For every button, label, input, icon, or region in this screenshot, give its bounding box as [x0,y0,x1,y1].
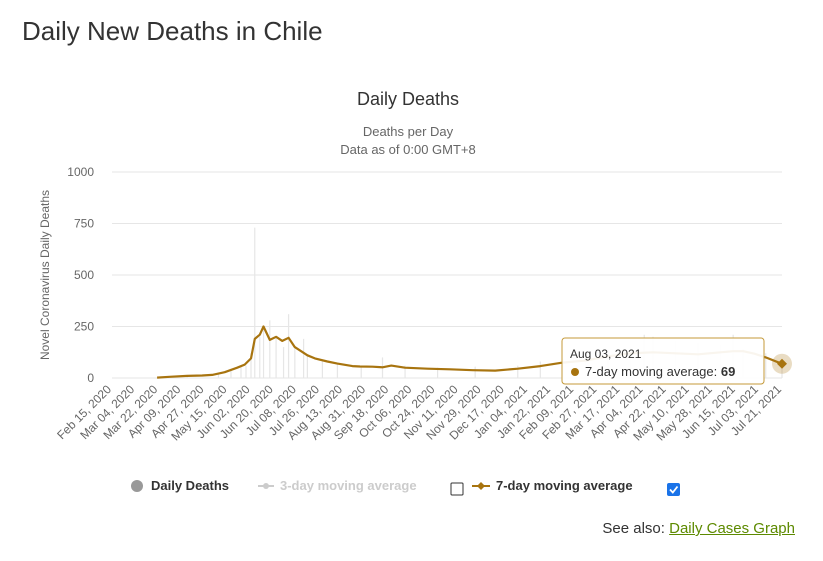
daily-deaths-bar [781,367,783,378]
legend-label-daily-deaths: Daily Deaths [151,478,229,493]
legend-item-daily-deaths[interactable]: Daily Deaths [131,478,229,493]
chart-title: Daily Deaths [357,89,459,109]
daily-deaths-bar [360,366,362,378]
circle-marker-icon [263,483,269,489]
page-title: Daily New Deaths in Chile [22,16,323,46]
tooltip-box [561,337,765,385]
see-also: See also: Daily Cases Graph [602,520,795,537]
daily-deaths-bar [259,336,261,378]
chart-subtitle-line-2: Data as of 0:00 GMT+8 [340,142,475,157]
daily-deaths-bar [336,362,339,378]
seven-day-average-point [777,358,787,369]
circle-marker-icon [131,480,143,492]
checkbox-3-day-average[interactable] [450,482,464,496]
checkmark-icon [669,485,679,494]
tooltip-series-dot-icon [571,368,579,376]
daily-deaths-bar [437,367,439,378]
daily-cases-graph-link[interactable]: Daily Cases Graph [669,520,795,537]
daily-deaths-bar [230,368,232,378]
daily-deaths-bar [321,359,323,378]
daily-deaths-bar [294,347,296,378]
daily-deaths-bar [303,338,305,378]
daily-deaths-bar [217,373,220,378]
y-axis-label: Novel Coronavirus Daily Deaths [38,190,52,360]
tooltip-line: 7-day moving average: 69 [585,364,735,379]
y-tick-label: 0 [87,371,94,385]
daily-deaths-bar [275,336,277,378]
tooltip-series-name: 7-day moving average [585,364,714,379]
y-tick-label: 750 [74,217,94,231]
chart-legend: Daily Deaths 3-day moving average 7-day … [131,478,680,496]
see-also-prefix: See also: [602,520,670,537]
daily-deaths-bar [474,366,476,378]
daily-deaths-bar [404,365,406,378]
daily-deaths-bar [517,365,519,378]
tooltip-date: Aug 03, 2021 [570,347,642,361]
daily-deaths-bar [245,365,247,378]
daily-deaths-bar [765,353,767,378]
daily-deaths-bar [282,347,285,378]
y-tick-label: 1000 [67,165,94,179]
checkbox-box [667,483,680,496]
legend-label-3-day-average: 3-day moving average [280,478,417,493]
tooltip-separator: : [714,364,721,379]
daily-deaths-bar [269,320,271,378]
daily-deaths-bar [287,314,290,378]
daily-deaths-bar [262,326,265,378]
chart-subtitle-line-1: Deaths per Day [363,124,454,139]
tooltip-value: 69 [721,364,735,379]
daily-deaths-bar [539,361,541,378]
daily-deaths-bar [250,353,252,378]
y-tick-label: 250 [74,320,94,334]
legend-item-7-day-average[interactable]: 7-day moving average [472,478,633,493]
checkbox-7-day-average[interactable] [667,483,680,496]
diamond-marker-icon [477,482,485,490]
daily-deaths-bar [186,376,188,378]
daily-deaths-bar [306,355,308,378]
daily-deaths-bar [254,227,256,378]
daily-deaths-bar [240,366,242,378]
legend-item-3-day-average[interactable]: 3-day moving average [258,478,417,493]
chart-tooltip: Aug 03, 2021 7-day moving average: 69 [561,337,765,385]
legend-label-7-day-average: 7-day moving average [496,478,633,493]
y-tick-label: 500 [74,268,94,282]
